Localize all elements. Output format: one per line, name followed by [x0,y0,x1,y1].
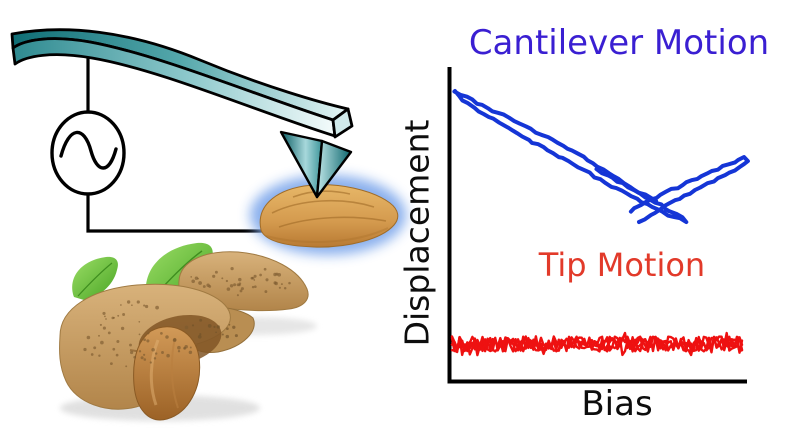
tip-motion-label: Tip Motion [538,246,706,284]
y-axis-label: Displacement [397,119,437,347]
beam-end-cap [331,107,354,139]
plot-curves [450,89,750,357]
cantilever-motion-label: Cantilever Motion [468,23,770,63]
sine-wave-icon [59,130,118,170]
afm-schematic [10,28,406,255]
cantilever-beam [10,28,354,139]
plot [447,67,750,384]
wire-bottom [86,193,289,233]
almond-kernel [133,326,201,421]
leaf [72,256,118,300]
probe-tip [279,130,353,199]
sample-almond [250,175,406,255]
ac-voltage-source-icon [50,110,126,196]
shell-speckles [83,266,291,368]
x-axis-label: Bias [581,384,653,424]
circuit-wires [86,57,289,233]
almonds-photo [59,242,317,421]
sample-almond-body [259,184,399,248]
